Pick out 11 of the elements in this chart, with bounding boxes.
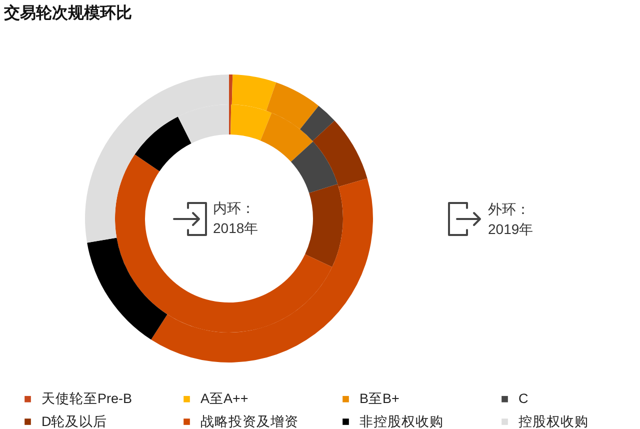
text: 内环： 2018年	[213, 200, 258, 236]
legend-label: C	[518, 391, 528, 406]
legend-label: D轮及以后	[42, 414, 108, 429]
legend-label: 战略投资及增资	[200, 414, 298, 429]
text: 外环： 2019年	[488, 201, 534, 237]
legend-label: 控股权收购	[518, 414, 588, 429]
legend-label: B至B+	[360, 391, 400, 406]
chart-title: 交易轮次规模环比	[3, 3, 132, 22]
legend-label: 非控股权收购	[360, 414, 444, 429]
legend-label: A至A++	[200, 391, 248, 406]
legend-label: 天使轮至Pre-B	[42, 391, 132, 406]
